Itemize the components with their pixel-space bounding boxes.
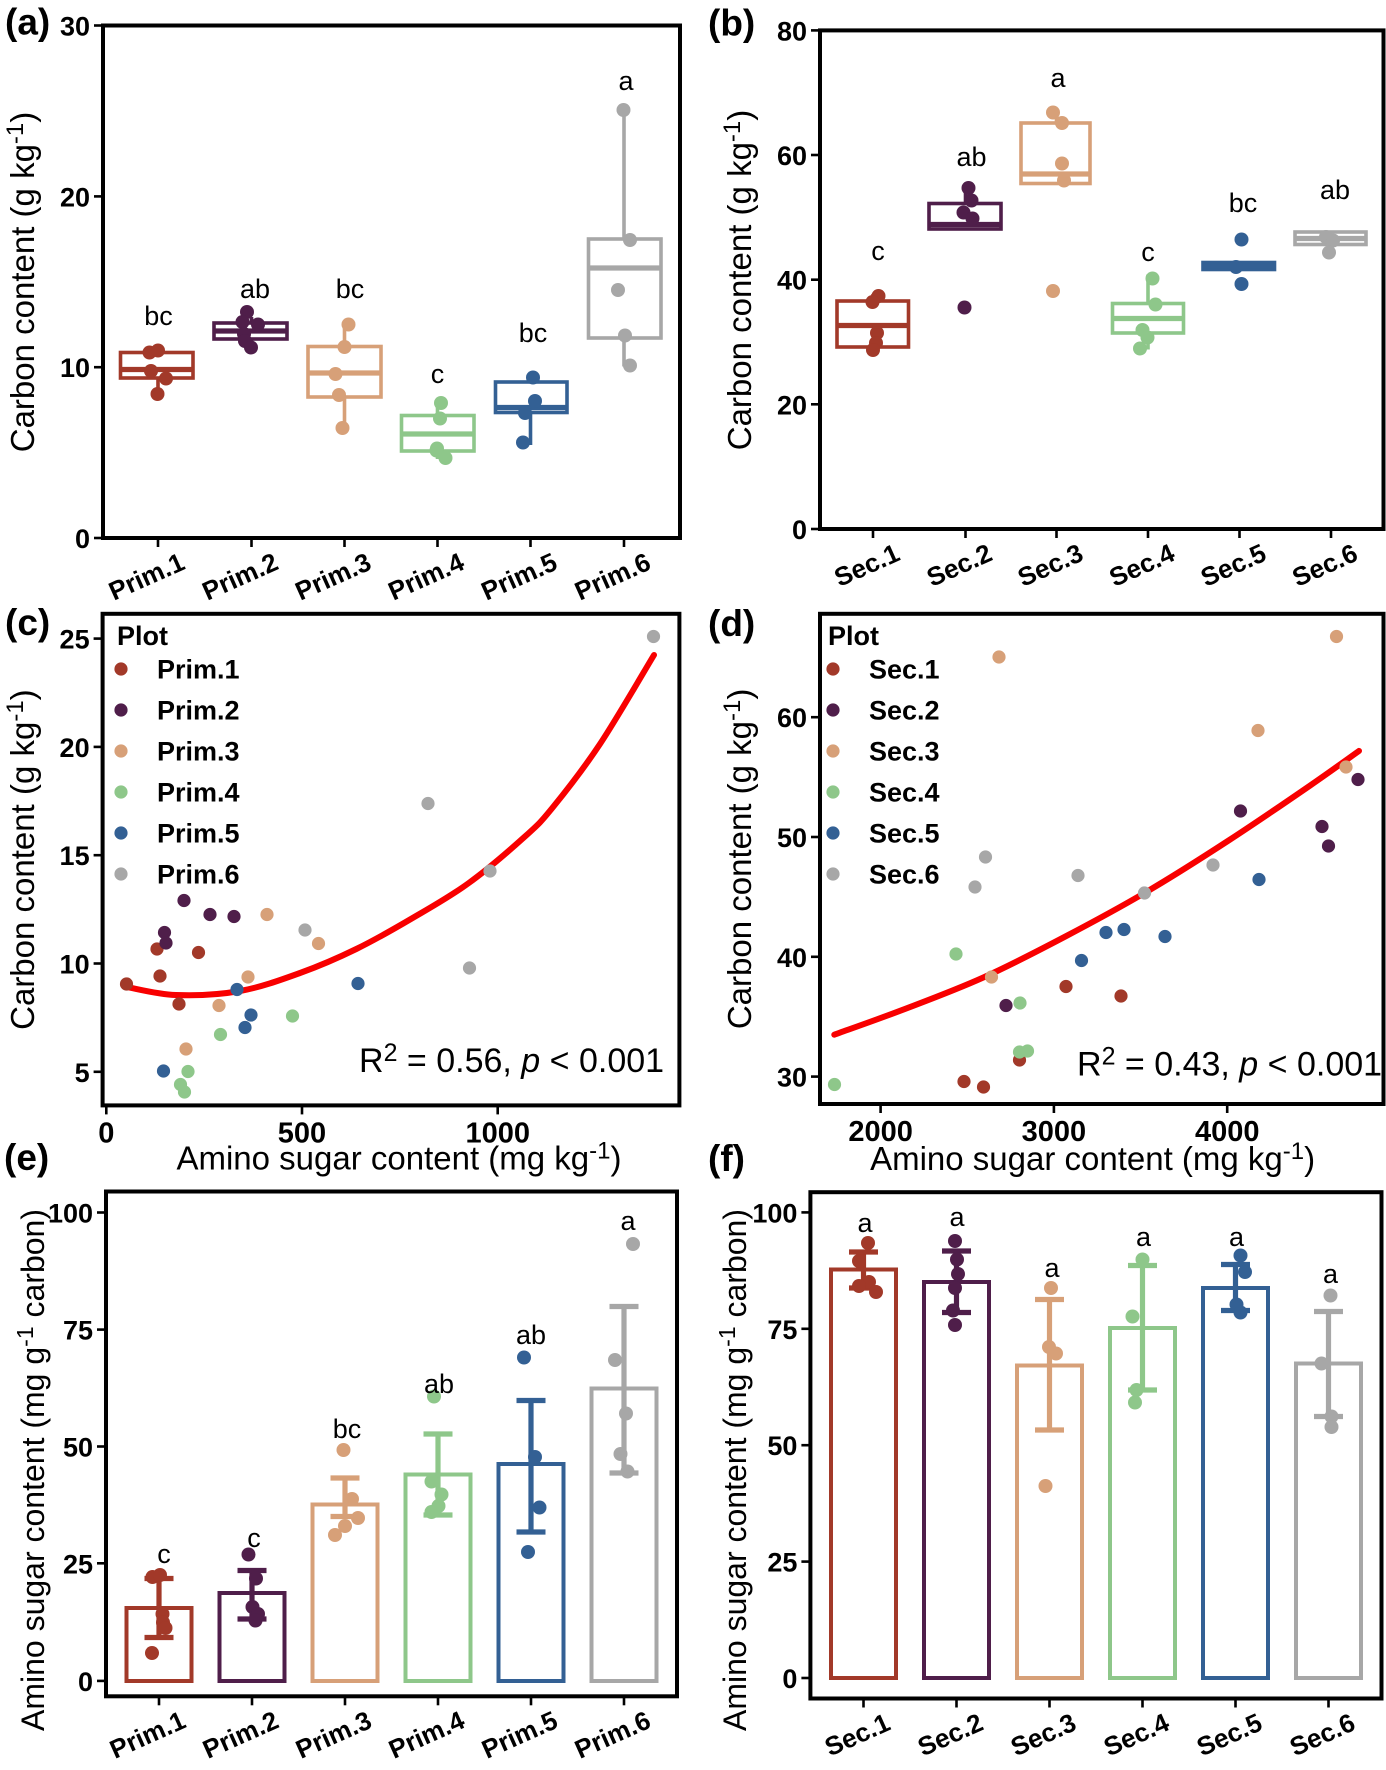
svg-text:bc: bc bbox=[1229, 188, 1258, 218]
svg-text:5: 5 bbox=[75, 1058, 90, 1088]
svg-text:0: 0 bbox=[75, 524, 90, 554]
svg-text:Amino sugar content (mg g-1 ca: Amino sugar content (mg g-1 carbon) bbox=[12, 1209, 51, 1731]
svg-text:a: a bbox=[1136, 1222, 1152, 1252]
svg-text:40: 40 bbox=[777, 266, 807, 296]
svg-text:(a): (a) bbox=[5, 2, 50, 43]
svg-text:80: 80 bbox=[777, 16, 807, 46]
svg-text:Amino sugar content (mg kg-1): Amino sugar content (mg kg-1) bbox=[870, 1138, 1315, 1177]
svg-text:a: a bbox=[949, 1202, 965, 1232]
svg-text:30: 30 bbox=[777, 1063, 807, 1093]
svg-text:a: a bbox=[857, 1208, 873, 1238]
svg-text:ab: ab bbox=[516, 1320, 546, 1350]
svg-text:10: 10 bbox=[60, 353, 90, 383]
svg-text:Plot: Plot bbox=[117, 621, 168, 651]
svg-text:c: c bbox=[431, 359, 445, 389]
svg-text:40: 40 bbox=[777, 943, 807, 973]
svg-text:Carbon content (g kg-1): Carbon content (g kg-1) bbox=[2, 112, 41, 453]
svg-text:Prim.3: Prim.3 bbox=[157, 737, 240, 767]
svg-text:(f): (f) bbox=[708, 1138, 745, 1179]
svg-text:0: 0 bbox=[782, 1664, 797, 1694]
svg-text:4000: 4000 bbox=[1195, 1116, 1260, 1148]
svg-text:Prim.5: Prim.5 bbox=[157, 819, 240, 849]
svg-text:Sec.3: Sec.3 bbox=[869, 737, 940, 767]
svg-text:bc: bc bbox=[333, 1414, 362, 1444]
svg-text:100: 100 bbox=[48, 1199, 93, 1229]
svg-text:3000: 3000 bbox=[1022, 1116, 1087, 1148]
svg-text:Sec.2: Sec.2 bbox=[869, 696, 940, 726]
svg-text:(d): (d) bbox=[708, 603, 755, 644]
svg-text:15: 15 bbox=[60, 841, 90, 871]
svg-text:ab: ab bbox=[956, 142, 986, 172]
svg-text:a: a bbox=[618, 66, 634, 96]
svg-text:bc: bc bbox=[519, 318, 548, 348]
svg-text:ab: ab bbox=[240, 274, 270, 304]
svg-text:30: 30 bbox=[60, 12, 90, 42]
svg-text:ab: ab bbox=[424, 1369, 454, 1399]
svg-text:c: c bbox=[1141, 237, 1155, 267]
svg-text:c: c bbox=[871, 236, 885, 266]
svg-text:60: 60 bbox=[777, 141, 807, 171]
svg-text:Carbon content (g kg-1): Carbon content (g kg-1) bbox=[719, 110, 758, 451]
svg-text:bc: bc bbox=[336, 274, 365, 304]
svg-text:20: 20 bbox=[60, 182, 90, 212]
svg-text:20: 20 bbox=[60, 733, 90, 763]
svg-text:Carbon content (g kg-1): Carbon content (g kg-1) bbox=[719, 689, 758, 1030]
svg-text:10: 10 bbox=[60, 950, 90, 980]
svg-text:c: c bbox=[157, 1539, 171, 1569]
svg-text:Prim.6: Prim.6 bbox=[157, 860, 240, 890]
svg-text:(c): (c) bbox=[5, 602, 50, 643]
svg-text:25: 25 bbox=[60, 625, 90, 655]
svg-text:0: 0 bbox=[98, 1117, 114, 1149]
svg-text:(b): (b) bbox=[708, 3, 755, 44]
svg-text:bc: bc bbox=[144, 301, 173, 331]
svg-text:a: a bbox=[620, 1206, 636, 1236]
svg-text:R2 = 0.56, p < 0.001: R2 = 0.56, p < 0.001 bbox=[359, 1039, 664, 1080]
svg-text:2000: 2000 bbox=[848, 1116, 913, 1148]
svg-text:a: a bbox=[1044, 1253, 1060, 1283]
svg-text:75: 75 bbox=[63, 1316, 93, 1346]
svg-text:0: 0 bbox=[792, 515, 807, 545]
svg-text:20: 20 bbox=[777, 390, 807, 420]
svg-text:75: 75 bbox=[767, 1315, 797, 1345]
svg-text:a: a bbox=[1323, 1259, 1339, 1289]
svg-text:R2 = 0.43, p < 0.001: R2 = 0.43, p < 0.001 bbox=[1077, 1043, 1382, 1084]
svg-text:Sec.6: Sec.6 bbox=[869, 860, 940, 890]
svg-text:0: 0 bbox=[78, 1667, 93, 1697]
svg-text:(e): (e) bbox=[4, 1137, 49, 1178]
svg-text:c: c bbox=[247, 1523, 261, 1553]
svg-text:500: 500 bbox=[278, 1117, 326, 1149]
svg-text:25: 25 bbox=[63, 1549, 93, 1579]
svg-text:50: 50 bbox=[777, 823, 807, 853]
svg-text:Amino sugar content (mg g-1 ca: Amino sugar content (mg g-1 carbon) bbox=[714, 1209, 753, 1731]
svg-text:a: a bbox=[1229, 1222, 1245, 1252]
svg-text:50: 50 bbox=[767, 1431, 797, 1461]
svg-text:Sec.5: Sec.5 bbox=[869, 819, 940, 849]
svg-text:Carbon content (g kg-1): Carbon content (g kg-1) bbox=[2, 689, 41, 1030]
svg-text:1000: 1000 bbox=[465, 1117, 530, 1149]
svg-text:25: 25 bbox=[767, 1548, 797, 1578]
svg-text:Prim.4: Prim.4 bbox=[157, 778, 240, 808]
svg-text:Plot: Plot bbox=[828, 621, 879, 651]
svg-text:100: 100 bbox=[752, 1198, 797, 1228]
svg-text:Prim.1: Prim.1 bbox=[157, 655, 240, 685]
svg-text:Sec.4: Sec.4 bbox=[869, 778, 940, 808]
svg-text:Sec.1: Sec.1 bbox=[869, 655, 940, 685]
svg-text:60: 60 bbox=[777, 703, 807, 733]
svg-text:Prim.2: Prim.2 bbox=[157, 696, 240, 726]
svg-text:a: a bbox=[1050, 63, 1066, 93]
svg-text:ab: ab bbox=[1320, 175, 1350, 205]
svg-text:Amino sugar content (mg kg-1): Amino sugar content (mg kg-1) bbox=[176, 1138, 621, 1177]
svg-text:50: 50 bbox=[63, 1433, 93, 1463]
